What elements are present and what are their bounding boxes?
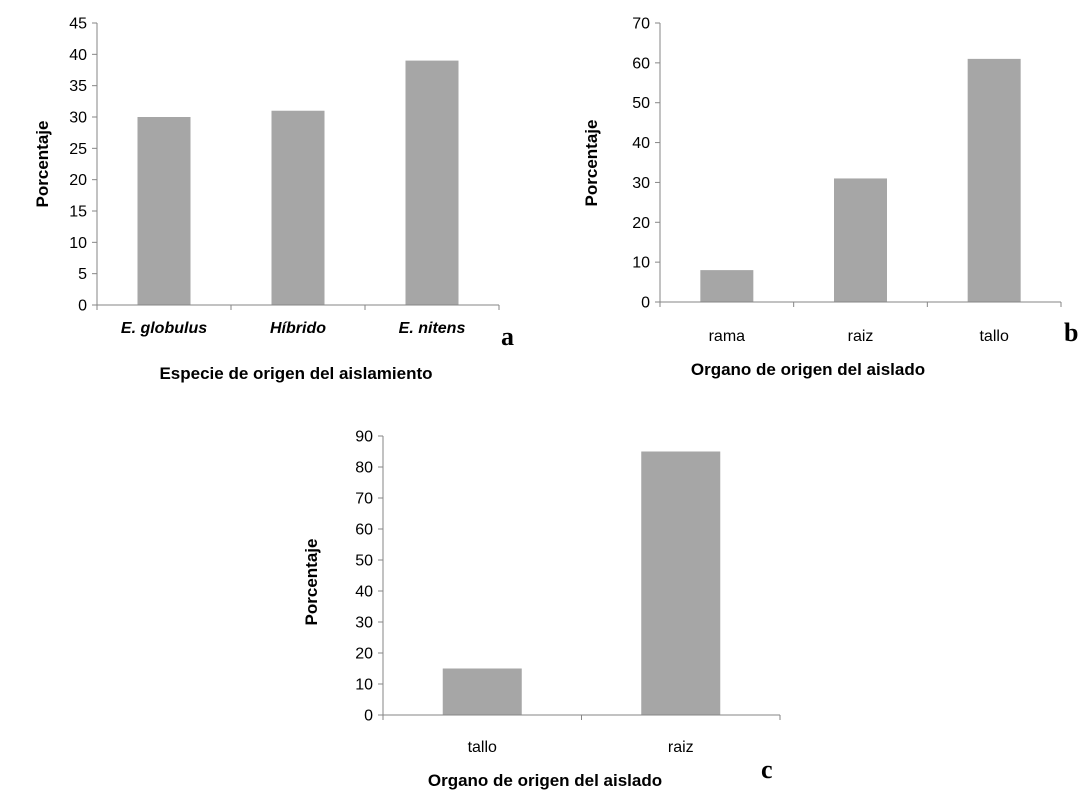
- panel-label-a: a: [501, 322, 514, 351]
- y-tick-label: 40: [69, 47, 87, 64]
- y-tick-label: 30: [355, 615, 373, 632]
- x-axis-title: Organo de origen del aislado: [428, 771, 662, 790]
- x-tick-label: E. nitens: [399, 320, 466, 337]
- y-tick-label: 50: [355, 553, 373, 570]
- x-tick-label: tallo: [468, 739, 497, 756]
- bars-group: [442, 451, 721, 715]
- y-tick-label: 35: [69, 78, 87, 95]
- y-tick-label: 60: [355, 522, 373, 539]
- y-tick-label: 45: [69, 16, 87, 33]
- y-tick-label: 10: [69, 235, 87, 252]
- bar: [137, 117, 191, 305]
- panel-label-b: b: [1064, 318, 1078, 347]
- bar: [405, 60, 459, 305]
- y-axis-title: Porcentaje: [582, 120, 601, 207]
- x-tick-label: rama: [709, 328, 746, 345]
- y-ticks-group: 0 5 10 15 20 25 30 35 40 45: [69, 16, 97, 315]
- y-tick-label: 60: [632, 55, 650, 72]
- y-tick-label: 20: [69, 172, 87, 189]
- y-axis-title: Porcentaje: [33, 121, 52, 208]
- bar: [271, 110, 325, 305]
- y-tick-label: 30: [632, 175, 650, 192]
- bars-group: [137, 60, 459, 305]
- x-tick-label: E. globulus: [121, 320, 207, 337]
- x-ticks-group: tallo raiz: [382, 715, 781, 756]
- chart-panel-b: 0 10 20 30 40 50 60 70 rama raiz tallo Porcentaje…: [582, 16, 1078, 380]
- y-tick-label: 80: [355, 460, 373, 477]
- y-tick-label: 25: [69, 141, 87, 158]
- bars-group: [700, 58, 1021, 302]
- y-tick-label: 70: [632, 16, 650, 33]
- y-tick-label: 20: [632, 215, 650, 232]
- y-tick-label: 90: [355, 429, 373, 446]
- y-tick-label: 30: [69, 110, 87, 127]
- y-tick-label: 70: [355, 491, 373, 508]
- y-axis-title: Porcentaje: [302, 539, 321, 626]
- y-tick-label: 15: [69, 204, 87, 221]
- x-axis-title: Especie de origen del aislamiento: [159, 364, 432, 383]
- y-tick-label: 20: [355, 646, 373, 663]
- bar: [834, 178, 887, 302]
- x-ticks-group: E. globulus Híbrido E. nitens: [96, 305, 500, 337]
- x-tick-label: raiz: [668, 739, 694, 756]
- bar: [641, 451, 721, 715]
- x-axis-title: Organo de origen del aislado: [691, 360, 925, 379]
- y-tick-label: 10: [355, 677, 373, 694]
- y-tick-label: 0: [364, 708, 373, 725]
- x-tick-label: tallo: [979, 328, 1008, 345]
- y-ticks-group: 0 10 20 30 40 50 60 70 80 90: [355, 429, 383, 725]
- x-tick-label: raiz: [848, 328, 874, 345]
- bar: [442, 668, 522, 715]
- x-tick-label: Híbrido: [270, 320, 326, 337]
- y-tick-label: 10: [632, 255, 650, 272]
- y-tick-label: 5: [78, 266, 87, 283]
- y-tick-label: 0: [641, 295, 650, 312]
- panel-label-c: c: [761, 755, 773, 784]
- y-tick-label: 40: [632, 135, 650, 152]
- chart-panel-c: 0 10 20 30 40 50 60 70 80 90 tallo raiz Porcentaje…: [302, 429, 781, 790]
- bar: [700, 270, 754, 302]
- y-tick-label: 0: [78, 298, 87, 315]
- y-tick-label: 50: [632, 95, 650, 112]
- y-tick-label: 40: [355, 584, 373, 601]
- y-ticks-group: 0 10 20 30 40 50 60 70: [632, 16, 660, 312]
- x-ticks-group: rama raiz tallo: [659, 302, 1062, 345]
- bar: [967, 58, 1021, 302]
